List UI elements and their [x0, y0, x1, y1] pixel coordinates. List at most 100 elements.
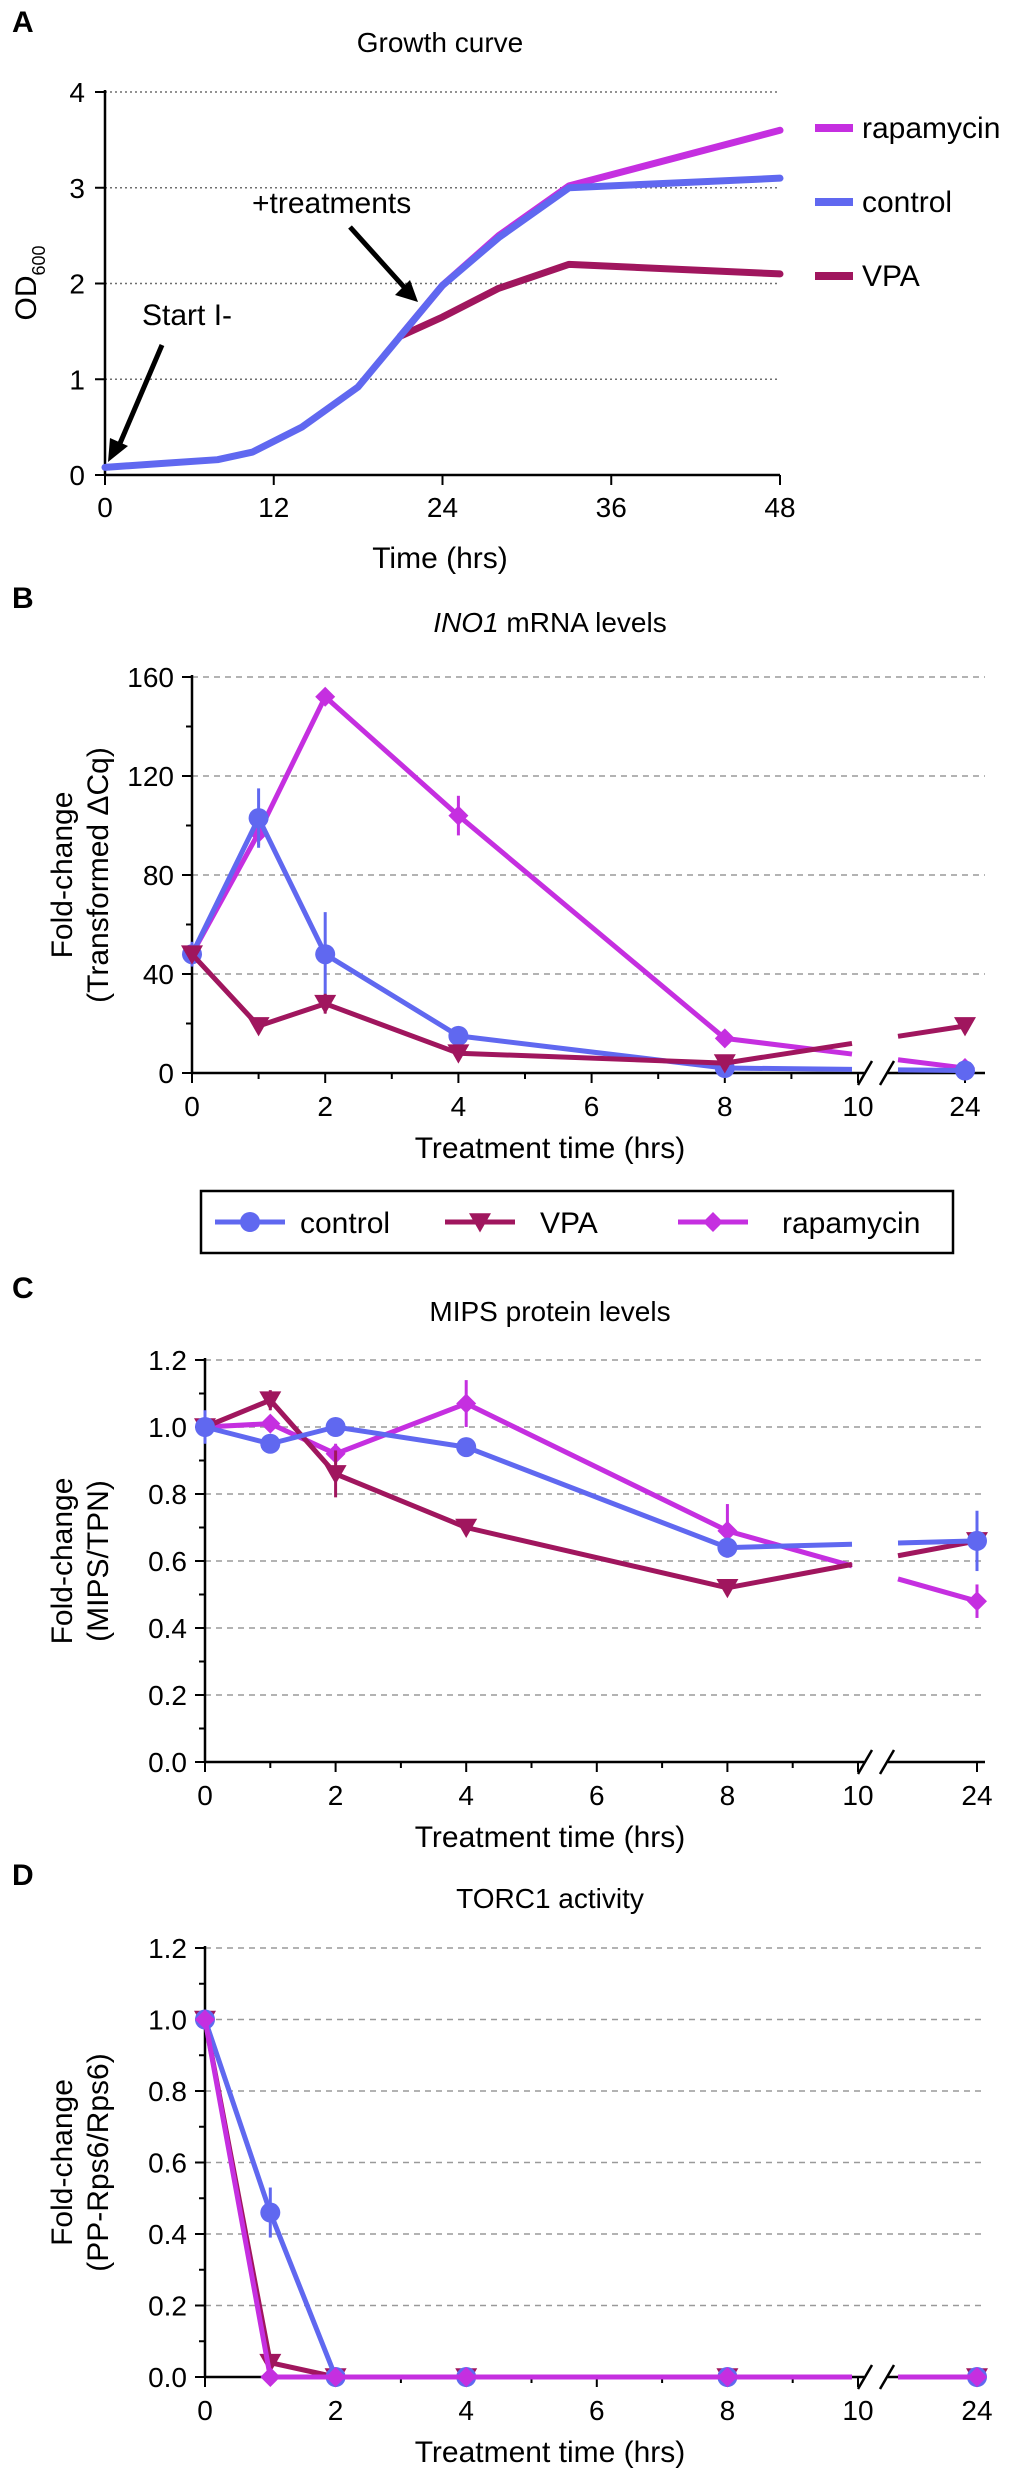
panel-a-arrowhead-treatments [395, 280, 418, 302]
panel-d-series-rapamycin-point [195, 2009, 215, 2030]
panel-d-ytick-label: 0.8 [148, 2076, 187, 2107]
panel-b-series-rapamycin-point [714, 1028, 735, 1049]
panel-b-series-vpa-line-tail [724, 1040, 853, 1066]
panel-a-annotation-treatments: +treatments [252, 187, 411, 220]
panel-d-ytick-label: 0.4 [148, 2219, 187, 2250]
panel-d-series-control [195, 2009, 987, 2387]
panel-b-series-control-point [448, 1025, 469, 1046]
panel-b-axis-break-mark [856, 1060, 874, 1086]
panel-a-ytick-label: 2 [69, 269, 85, 300]
panel-d-xtick-label: 8 [720, 2395, 736, 2426]
panel-c-series-control [195, 1410, 987, 1572]
panel-d-letter: D [12, 1859, 34, 1892]
panel-c-series-vpa-point [259, 1391, 282, 1411]
panel-a-ytick-label: 3 [69, 173, 85, 204]
panel-b-axis-break-mark [878, 1060, 896, 1086]
panel-c-series-rapamycin [195, 1380, 987, 1618]
panel-d-ylabel-line1: Fold-change [46, 2079, 79, 2246]
panel-c-series-rapamycin-point [717, 1520, 738, 1541]
panel-c-xtick-label: 10 [842, 1780, 873, 1811]
panel-c-ytick-label: 0.4 [148, 1613, 187, 1644]
panel-b-ytick-label: 120 [127, 761, 174, 792]
panel-b-ytick-label: 0 [158, 1058, 174, 1089]
panel-b-xtick-label: 6 [584, 1091, 600, 1122]
panel-d-ytick-label: 1.0 [148, 2005, 187, 2036]
legend-label-control: control [300, 1207, 390, 1240]
panel-b-xtick-label: 8 [717, 1091, 733, 1122]
panel-d-xtick-label: 0 [197, 2395, 213, 2426]
panel-d-axis-break-mark [878, 2364, 896, 2390]
panel-a-xtick-label: 12 [258, 492, 289, 523]
legend-label-rapamycin: rapamycin [782, 1207, 920, 1240]
panel-d-ytick-label: 0.0 [148, 2362, 187, 2393]
panel-b-title-rest: mRNA levels [499, 607, 667, 638]
panel-c-series-rapamycin-point [456, 1393, 477, 1414]
panel-d-series-control-point [260, 2202, 281, 2223]
panel-c-xtick-label: 2 [328, 1780, 344, 1811]
panel-c-series-rapamycin-point [260, 1413, 281, 1434]
panel-c-xtick-label: 0 [197, 1780, 213, 1811]
panel-a-ytick-label: 4 [69, 77, 85, 108]
panel-c-series-vpa-line-tail [726, 1561, 853, 1591]
panel-b-series-rapamycin [182, 686, 975, 1079]
panel-a-ylabel-main: OD [10, 276, 43, 321]
panel-a-ytick-label: 0 [69, 460, 85, 491]
panel-d-xtick-label: 4 [458, 2395, 474, 2426]
panel-d-ylabel-line2: (PP-Rps6/Rps6) [82, 2053, 115, 2271]
panel-d-series-vpa-line [202, 2019, 728, 2380]
panel-b-xtick-label: 2 [317, 1091, 333, 1122]
panel-b-xlabel: Treatment time (hrs) [415, 1132, 686, 1165]
panel-a-ytick-label: 1 [69, 364, 85, 395]
panel-a-arrow-start [115, 344, 165, 449]
panel-b-ylabel-line1: Fold-change [46, 792, 79, 959]
panel-b-ytick-label: 80 [143, 860, 174, 891]
panel-c-series-rapamycin-line-head [897, 1576, 978, 1604]
panel-b-letter: B [12, 582, 34, 615]
panel-b-series-control-line-head [897, 1067, 966, 1074]
panel-c-xtick-label: 8 [720, 1780, 736, 1811]
panel-a-series-vpa [396, 260, 784, 340]
panel-c: C MIPS protein levels 0.0 0.2 0.4 0.6 0.8 1.0 1.… [12, 1272, 993, 1854]
panel-b-xtick-label: 0 [184, 1091, 200, 1122]
panel-b-series-control-point [315, 944, 336, 965]
panel-c-ytick-label: 1.2 [148, 1345, 187, 1376]
panel-c-ytick-label: 0.0 [148, 1747, 187, 1778]
panel-c-xtick-label: 6 [589, 1780, 605, 1811]
panel-c-ylabel-line1: Fold-change [46, 1478, 79, 1645]
panel-b-series-rapamycin-point [448, 805, 469, 826]
panel-d-title: TORC1 activity [456, 1883, 644, 1914]
panel-c-axis-break-mark [856, 1749, 874, 1775]
panel-b-series-vpa-point [247, 1017, 270, 1037]
legend: control VPA rapamycin [199, 1189, 955, 1255]
panel-c-ytick-label: 0.8 [148, 1479, 187, 1510]
panel-c-series-control-point [325, 1417, 346, 1437]
panel-c-series-vpa-point [324, 1465, 347, 1485]
panel-d-series-rapamycin-point [456, 2367, 477, 2387]
panel-c-ylabel-line2: (MIPS/TPN) [82, 1480, 115, 1642]
panel-d-ytick-label: 0.6 [148, 2148, 187, 2179]
panel-a-arrowhead-start [108, 438, 128, 462]
panel-a-xtick-label: 48 [764, 492, 795, 523]
panel-a-legend-label-vpa: VPA [862, 260, 920, 293]
panel-a-arrow-treatments [348, 225, 406, 289]
panel-d-xtick-label: 24 [961, 2395, 992, 2426]
panel-b-xtick-label: 24 [949, 1091, 980, 1122]
panel-b-series-control-point [955, 1060, 975, 1081]
panel-a-xtick-label: 0 [97, 492, 113, 523]
panel-b-series-vpa-point [447, 1044, 470, 1064]
panel-c-series-rapamycin-point [967, 1591, 987, 1612]
panel-a-annotation-start: Start I- [142, 299, 232, 332]
panel-d-xtick-label: 10 [842, 2395, 873, 2426]
panel-c-letter: C [12, 1272, 34, 1305]
panel-b-title-gene: INO1 [433, 607, 498, 638]
panel-b-xtick-label: 4 [451, 1091, 467, 1122]
panel-b-title: INO1 mRNA levels [433, 607, 666, 638]
panel-a-ylabel: OD600 [10, 245, 49, 320]
panel-d-xtick-label: 6 [589, 2395, 605, 2426]
panel-d-series-vpa [194, 2010, 988, 2388]
